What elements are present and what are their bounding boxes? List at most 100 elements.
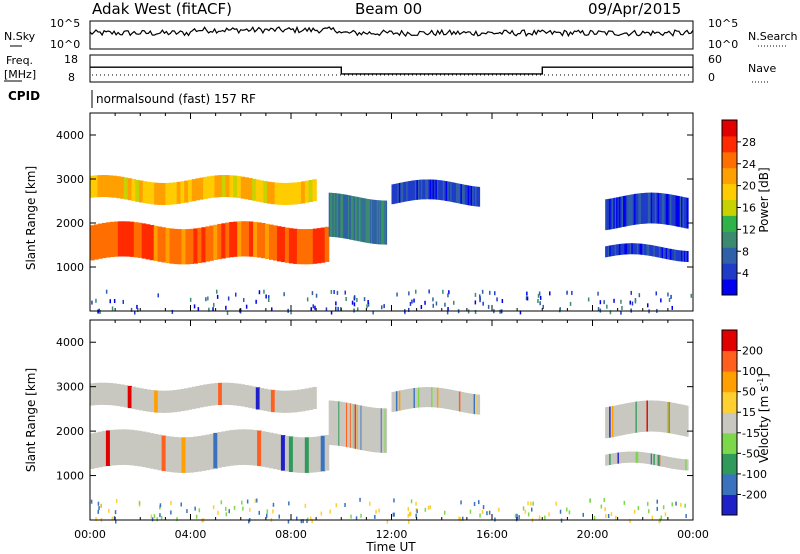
data-cell	[292, 228, 298, 264]
data-cell	[674, 458, 677, 470]
scatter-point	[272, 509, 274, 514]
scatter-point	[186, 509, 188, 514]
colorbar-swatch	[722, 199, 737, 216]
data-cell	[634, 401, 637, 433]
scatter-point	[634, 299, 637, 304]
data-cell	[668, 194, 671, 226]
data-cell	[610, 453, 613, 465]
data-cell	[645, 452, 648, 464]
data-cell	[193, 228, 198, 264]
data-cell	[629, 243, 632, 255]
scatter-point	[444, 510, 446, 515]
scatter-point	[527, 501, 529, 506]
scatter-point	[122, 299, 124, 304]
scatter-point	[498, 507, 500, 512]
colorbar-tick-label: 28	[742, 136, 756, 149]
data-cell	[308, 387, 313, 410]
scatter-point	[216, 289, 218, 294]
scatter-point	[518, 515, 520, 520]
data-cell	[288, 436, 294, 472]
scatter-point	[671, 502, 673, 507]
scatter-point	[134, 310, 136, 315]
data-cell	[364, 198, 366, 243]
scatter-point	[91, 300, 93, 305]
data-cell	[331, 400, 334, 446]
data-cell	[93, 175, 99, 198]
data-cell	[120, 384, 125, 407]
data-cell	[458, 391, 461, 412]
data-cell	[347, 195, 349, 239]
data-cell	[328, 400, 331, 445]
scatter-point	[448, 290, 450, 295]
data-cell	[376, 408, 379, 453]
data-cell	[240, 384, 246, 407]
scatter-point	[138, 500, 141, 505]
colorbar-swatch	[722, 167, 737, 185]
data-cell	[678, 458, 681, 470]
data-cell	[282, 183, 287, 205]
data-cell	[614, 197, 617, 229]
scatter-point	[651, 515, 654, 520]
data-cell	[660, 455, 663, 467]
data-cell	[195, 178, 200, 201]
data-cell	[634, 193, 637, 225]
scatter-point	[265, 294, 267, 299]
data-cell	[332, 193, 335, 237]
scatter-point	[137, 308, 139, 312]
data-cell	[343, 402, 345, 447]
data-cell	[101, 222, 107, 259]
y-tick-label: 3000	[56, 173, 84, 186]
data-cell	[453, 182, 456, 203]
colorbar-swatch	[722, 120, 737, 137]
scatter-point	[607, 514, 610, 518]
data-cell	[203, 176, 208, 199]
scatter-point	[311, 519, 313, 524]
data-cell	[620, 452, 623, 464]
scatter-point	[193, 304, 196, 309]
data-cell	[185, 229, 191, 265]
data-cell	[199, 177, 204, 200]
data-cell	[188, 387, 193, 410]
data-cell	[381, 200, 384, 245]
scatter-point	[415, 289, 417, 294]
scatter-point	[522, 506, 525, 511]
data-cell	[469, 185, 472, 206]
data-cell	[685, 459, 688, 471]
scatter-point	[531, 507, 533, 512]
data-cell	[454, 182, 457, 203]
scatter-point	[479, 513, 481, 518]
scatter-point	[582, 512, 584, 517]
data-cell	[416, 387, 419, 408]
data-cell	[116, 176, 121, 199]
data-cell	[274, 182, 280, 205]
data-cell	[353, 196, 356, 241]
colorbar-tick-label: 4	[742, 267, 749, 280]
scatter-point	[159, 503, 162, 508]
data-cell	[609, 453, 612, 465]
colorbar-tick-label: 16	[742, 202, 756, 215]
scatter-point	[548, 512, 550, 517]
scatter-point	[469, 509, 472, 514]
colorbar-swatch	[722, 412, 737, 434]
scatter-point	[569, 301, 572, 306]
scatter-point	[408, 291, 410, 296]
data-cell	[442, 388, 445, 409]
data-cell	[414, 387, 417, 408]
data-cell	[454, 390, 457, 411]
scatter-point	[589, 498, 592, 503]
scatter-point	[258, 510, 260, 515]
data-cell	[360, 197, 363, 242]
data-cell	[370, 407, 372, 452]
data-cell	[384, 200, 387, 245]
scatter-point	[195, 514, 198, 519]
data-cell	[382, 200, 385, 245]
data-cell	[394, 183, 397, 204]
data-cell	[184, 388, 189, 411]
nsearch-label: N.Search	[748, 30, 798, 43]
data-cell	[470, 393, 473, 414]
velocity-colorbar-title-end: ]	[757, 373, 771, 378]
scatter-point	[525, 296, 528, 301]
data-cell	[401, 182, 404, 203]
scatter-point	[420, 305, 423, 309]
scatter-point	[623, 500, 626, 505]
